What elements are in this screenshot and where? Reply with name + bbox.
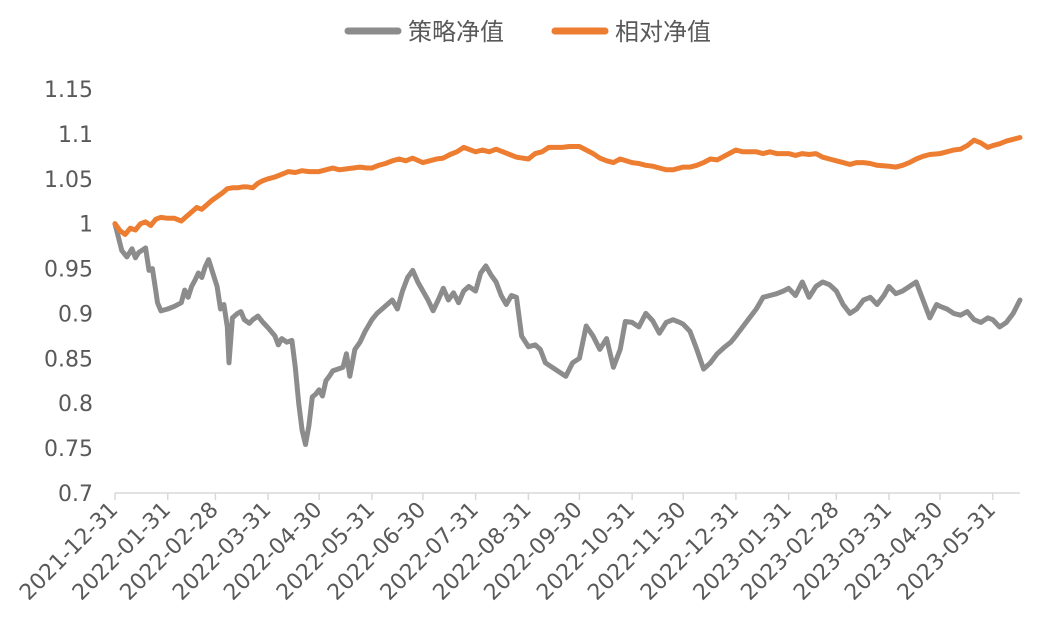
y-tick-label: 1 (79, 213, 93, 238)
legend-label-relative: 相对净值 (615, 18, 711, 46)
x-axis: 2021-12-312022-01-312022-02-282022-03-31… (15, 492, 1020, 606)
y-tick-label: 0.85 (44, 347, 93, 372)
y-tick-label: 0.9 (58, 302, 93, 327)
legend-label-strategy: 策略净值 (408, 18, 504, 46)
series-line-relative (112, 135, 1023, 237)
y-tick-label: 0.95 (44, 258, 93, 283)
y-tick-label: 0.8 (58, 392, 93, 417)
y-tick-label: 1.15 (44, 78, 93, 103)
y-tick-label: 0.7 (58, 482, 93, 507)
y-axis: 1.15 1.1 1.05 1 0.95 0.9 0.85 0.8 0.75 0.7 (44, 78, 93, 507)
y-tick-label: 1.05 (44, 168, 93, 193)
y-tick-label: 1.1 (58, 123, 93, 148)
series-line-strategy (112, 221, 1023, 447)
series-layer (112, 135, 1023, 447)
y-tick-label: 0.75 (44, 437, 93, 462)
chart-legend: 策略净值 相对净值 (344, 18, 711, 46)
